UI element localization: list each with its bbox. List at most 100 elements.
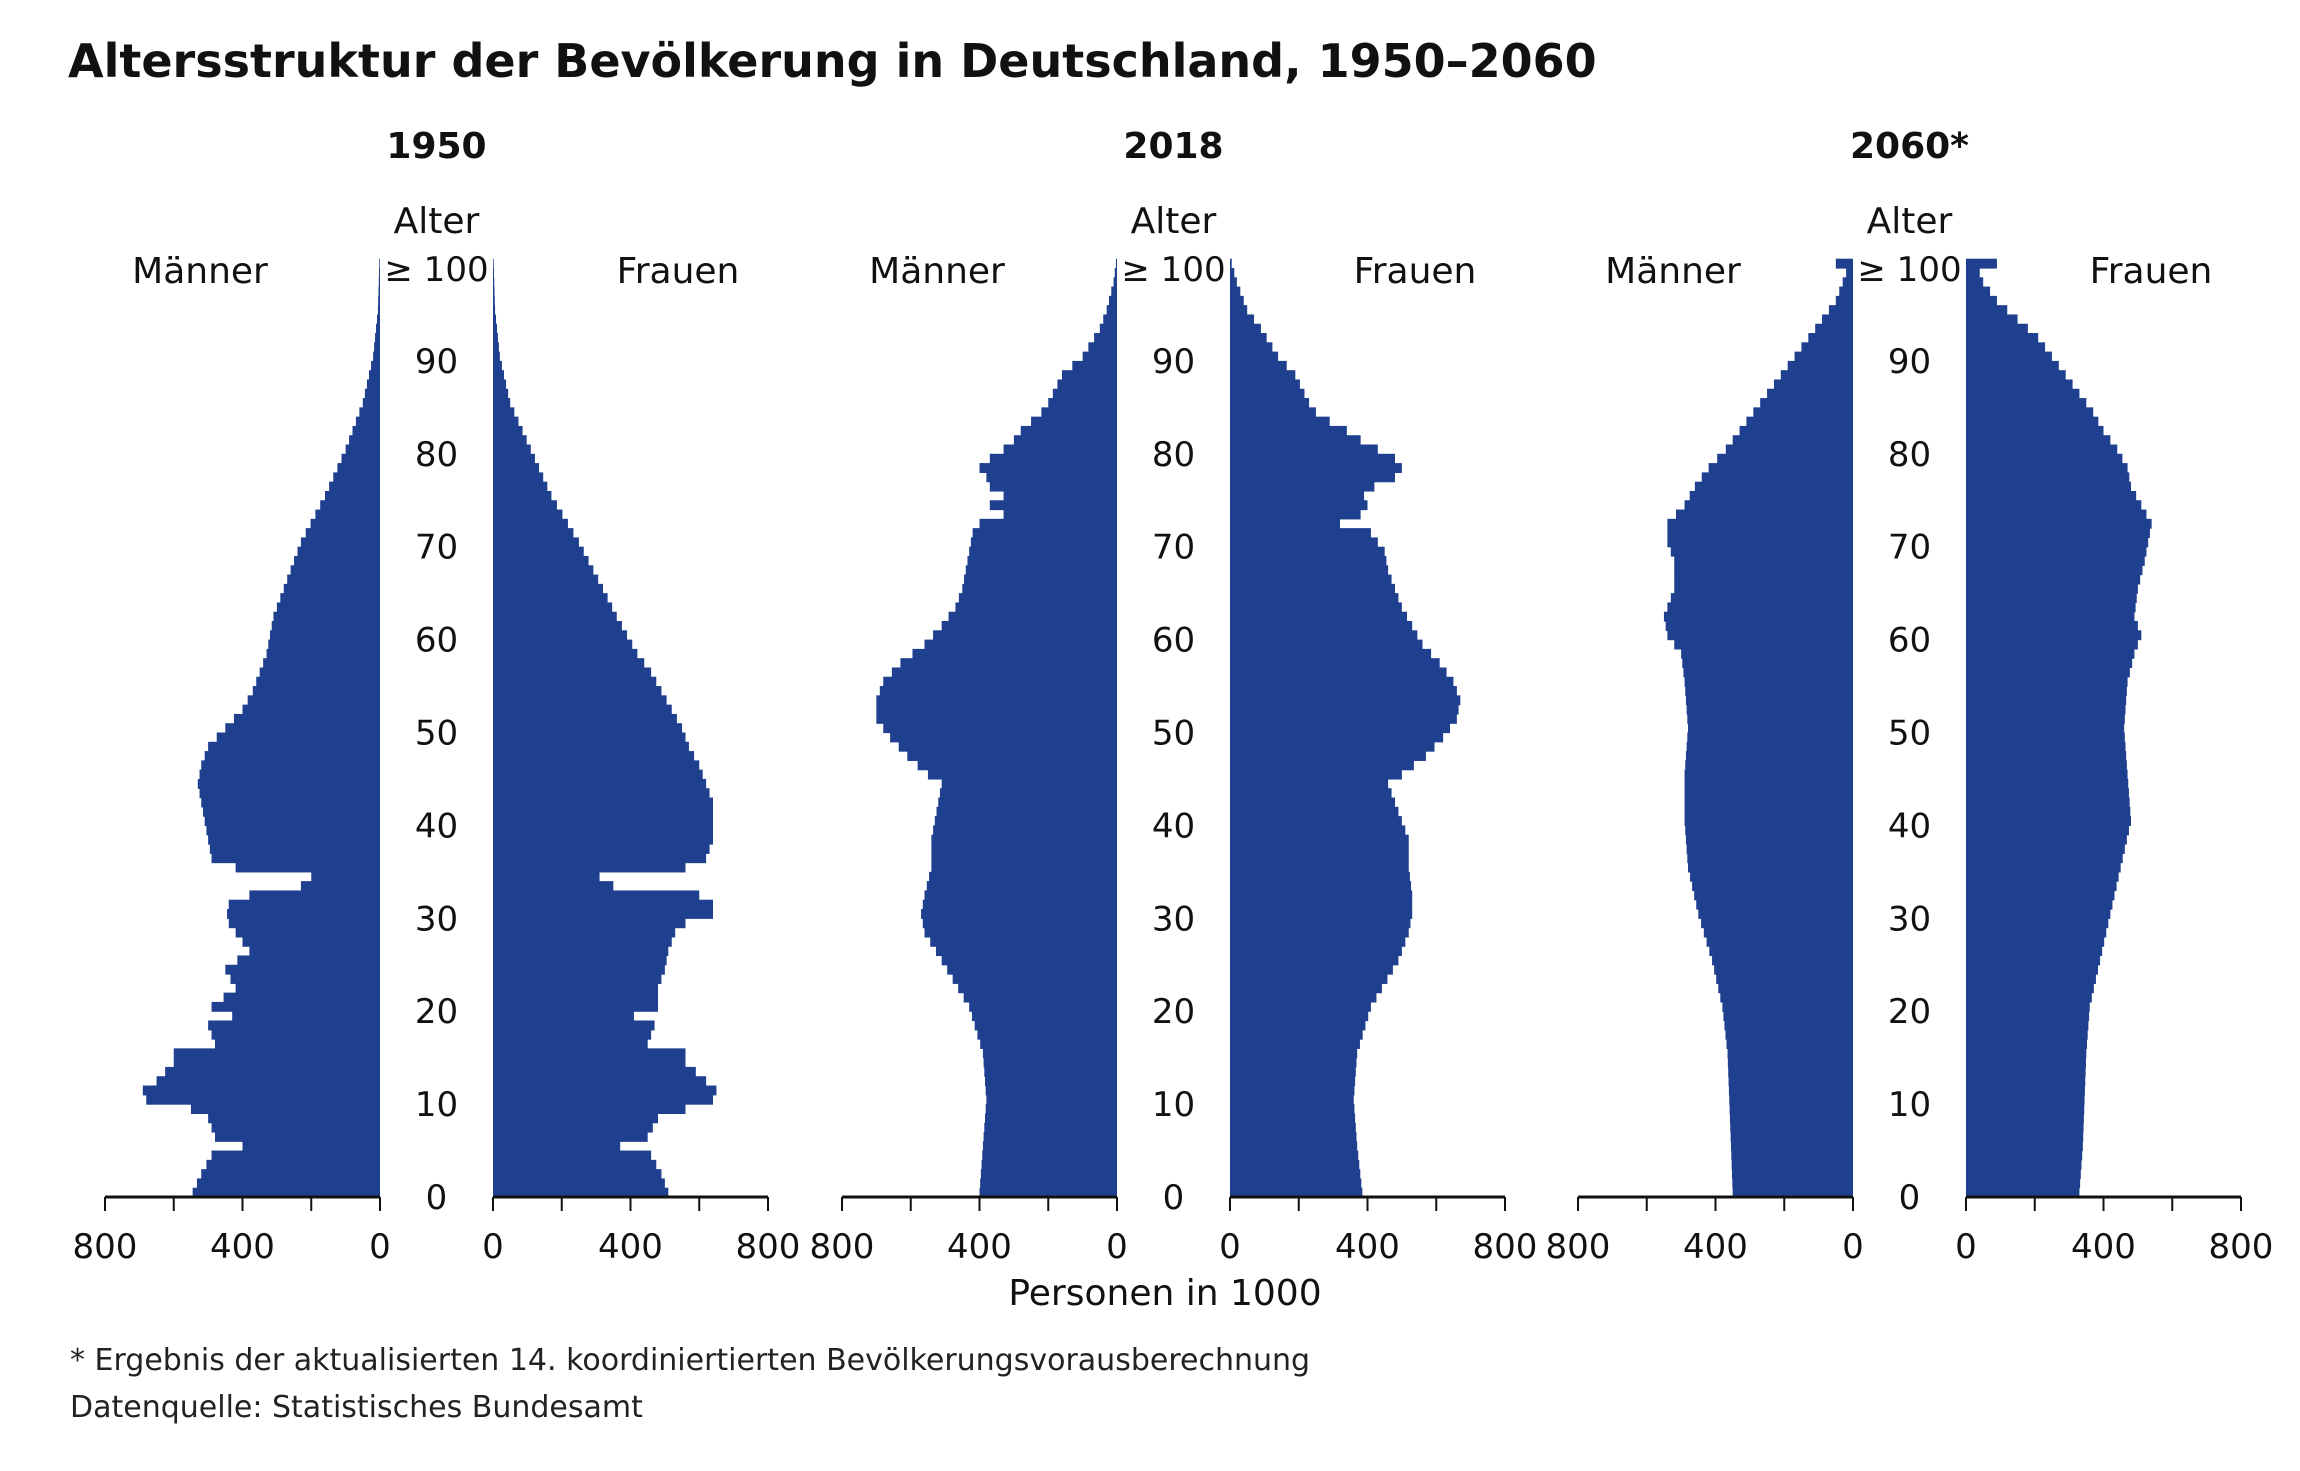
bar-men-age-59	[924, 639, 1117, 650]
bar-men-age-9	[985, 1104, 1117, 1114]
bar-women-age-38	[493, 834, 713, 845]
bar-women-age-40	[1966, 816, 2131, 826]
bar-women-age-37	[1966, 843, 2125, 854]
bar-women-age-93	[1966, 323, 2028, 334]
bar-women-age-85	[1230, 398, 1310, 408]
bar-women-age-46	[1966, 760, 2127, 771]
bar-men-age-98	[1842, 277, 1853, 288]
bar-women-age-34	[1230, 871, 1410, 882]
bar-men-age-45	[199, 769, 380, 780]
bar-women-age-69	[493, 546, 584, 557]
bar-men-age-92	[1094, 333, 1117, 343]
bar-men-age-86	[1767, 388, 1853, 399]
age-tick-label: 70	[1888, 528, 1931, 568]
bar-men-age-14	[983, 1057, 1117, 1068]
bar-women-age-60	[493, 630, 628, 641]
bar-women-age-91	[493, 342, 499, 353]
bar-men-age-47	[907, 751, 1117, 761]
bar-men-age-86	[1052, 388, 1117, 399]
bar-men-age-0	[979, 1187, 1117, 1198]
bar-men-age-64	[280, 593, 380, 604]
bar-men-age-47	[1685, 751, 1853, 761]
bar-women-age-33	[1230, 881, 1412, 892]
bar-women-age-77	[1966, 472, 2130, 483]
bar-men-age-10	[146, 1094, 380, 1105]
bar-women-age-86	[1230, 388, 1305, 399]
bar-women-age-10	[493, 1094, 713, 1105]
bar-women-age-75	[1966, 490, 2137, 501]
bar-women-age-53	[493, 695, 667, 706]
x-tick-label-men: 800	[810, 1227, 875, 1267]
bar-men-age-96	[1835, 295, 1853, 306]
bar-men-age-55	[1684, 676, 1853, 687]
bar-women-age-75	[1230, 490, 1365, 501]
bar-women-age-49	[493, 732, 686, 743]
bar-women-age-96	[1966, 295, 1997, 306]
age-tick-label: 30	[415, 899, 458, 939]
bar-women-age-78	[1966, 463, 2128, 473]
bar-women-age-76	[1230, 481, 1375, 492]
bar-men-age-14	[1727, 1057, 1853, 1068]
bar-women-age-72	[493, 518, 568, 529]
bar-women-age-2	[1966, 1169, 2081, 1180]
bar-men-age-43	[1684, 788, 1853, 799]
bar-men-age-67	[1674, 565, 1853, 576]
bar-women-age-18	[1966, 1020, 2089, 1031]
age-tick-label: 60	[415, 621, 458, 661]
bar-men-age-99	[1114, 268, 1117, 278]
bar-women-age-52	[1966, 704, 2126, 715]
bar-men-age-31	[922, 899, 1117, 910]
bar-women-age-27	[1230, 936, 1406, 947]
bar-men-age-88	[1062, 370, 1117, 381]
bar-women-age-31	[1966, 899, 2113, 910]
bar-men-age-50	[883, 723, 1117, 734]
bar-women-age-73	[1230, 509, 1361, 520]
bar-men-age-74	[320, 500, 380, 511]
bar-men-age-74	[989, 500, 1117, 511]
bar-men-age-93	[1099, 323, 1117, 334]
bar-women-age-43	[1966, 788, 2129, 799]
bar-men-age-82	[1020, 425, 1117, 436]
bar-women-age-7	[493, 1122, 653, 1133]
bar-men-age-67	[290, 565, 380, 576]
bar-women-age-84	[1230, 407, 1316, 418]
bar-men-age-50	[225, 723, 380, 734]
bar-women-age-3	[1230, 1159, 1360, 1170]
bar-men-age-94	[376, 314, 380, 325]
bar-women-age-72	[1230, 518, 1340, 529]
bar-women-age-100	[1966, 258, 1997, 269]
bar-men-age-57	[1682, 658, 1853, 669]
bar-men-age-86	[364, 388, 380, 399]
bar-women-age-93	[493, 323, 497, 334]
bar-men-age-72	[979, 518, 1117, 529]
bar-men-age-40	[1684, 816, 1853, 826]
bar-women-age-28	[493, 927, 676, 938]
bar-men-age-48	[208, 741, 380, 752]
bar-men-age-36	[211, 853, 380, 864]
bar-women-age-44	[493, 778, 707, 789]
bar-men-age-9	[190, 1104, 380, 1114]
bar-women-age-85	[1966, 398, 2087, 408]
bar-women-age-34	[493, 871, 600, 882]
bar-men-age-30	[921, 909, 1117, 919]
bar-men-age-89	[1787, 360, 1853, 371]
men-label: Männer	[1605, 251, 1741, 292]
x-tick-label-men: 0	[1106, 1227, 1128, 1267]
bar-women-age-94	[1966, 314, 2018, 325]
bar-women-age-77	[493, 472, 544, 483]
men-label: Männer	[132, 251, 268, 292]
bar-women-age-69	[1966, 546, 2147, 557]
bar-women-age-72	[1966, 518, 2152, 529]
bar-men-age-58	[912, 648, 1117, 659]
bar-men-age-1	[1732, 1178, 1853, 1189]
bar-women-age-58	[493, 648, 638, 659]
bar-men-age-32	[924, 890, 1117, 901]
bar-women-age-59	[493, 639, 633, 650]
bar-women-age-49	[1966, 732, 2125, 743]
bar-women-age-52	[1230, 704, 1459, 715]
age-tick-label: 50	[1888, 714, 1931, 754]
bar-women-age-71	[493, 528, 574, 539]
bar-men-age-40	[934, 816, 1117, 826]
bar-men-age-85	[362, 398, 380, 408]
